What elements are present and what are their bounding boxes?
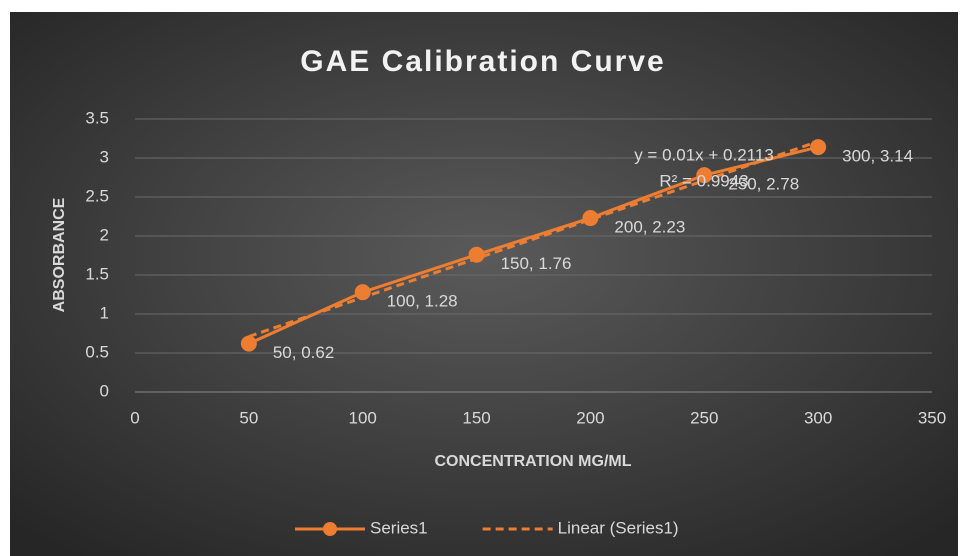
trendline-equation: R² = 0.9943 [659,171,748,190]
y-tick-label: 0.5 [85,342,109,361]
x-tick-label: 50 [239,408,258,427]
data-label: 250, 2.78 [728,175,799,194]
x-tick-label: 350 [918,408,946,427]
y-tick-label: 2 [100,225,109,244]
x-axis-title: CONCENTRATION MG/ML [434,453,631,470]
data-label: 200, 2.23 [614,218,685,237]
data-label: 100, 1.28 [387,292,458,311]
legend-label: Linear (Series1) [558,518,679,537]
trend-line [248,140,819,338]
trendline-equation: y = 0.01x + 0.2113 [634,145,774,164]
y-axis-title: ABSORBANCE [51,197,68,312]
legend-marker [323,522,337,536]
x-tick-label: 250 [690,408,718,427]
marker [240,335,257,352]
x-tick-label: 0 [130,408,139,427]
chart-background [10,12,958,556]
x-tick-label: 150 [462,408,490,427]
data-label: 150, 1.76 [501,254,572,273]
y-tick-label: 1 [100,303,109,322]
legend-label: Series1 [370,518,428,537]
x-tick-label: 300 [804,408,832,427]
y-tick-label: 0 [100,381,109,400]
y-tick-label: 2.5 [85,186,109,205]
marker [810,139,827,156]
data-label: 300, 3.14 [842,147,913,166]
data-label: 50, 0.62 [273,343,334,362]
y-tick-label: 3.5 [85,108,109,127]
y-tick-label: 3 [100,147,109,166]
x-tick-label: 200 [576,408,604,427]
chart-title: GAE Calibration Curve [300,45,665,78]
x-tick-label: 100 [349,408,377,427]
series-line [248,145,819,346]
y-tick-label: 1.5 [85,264,109,283]
